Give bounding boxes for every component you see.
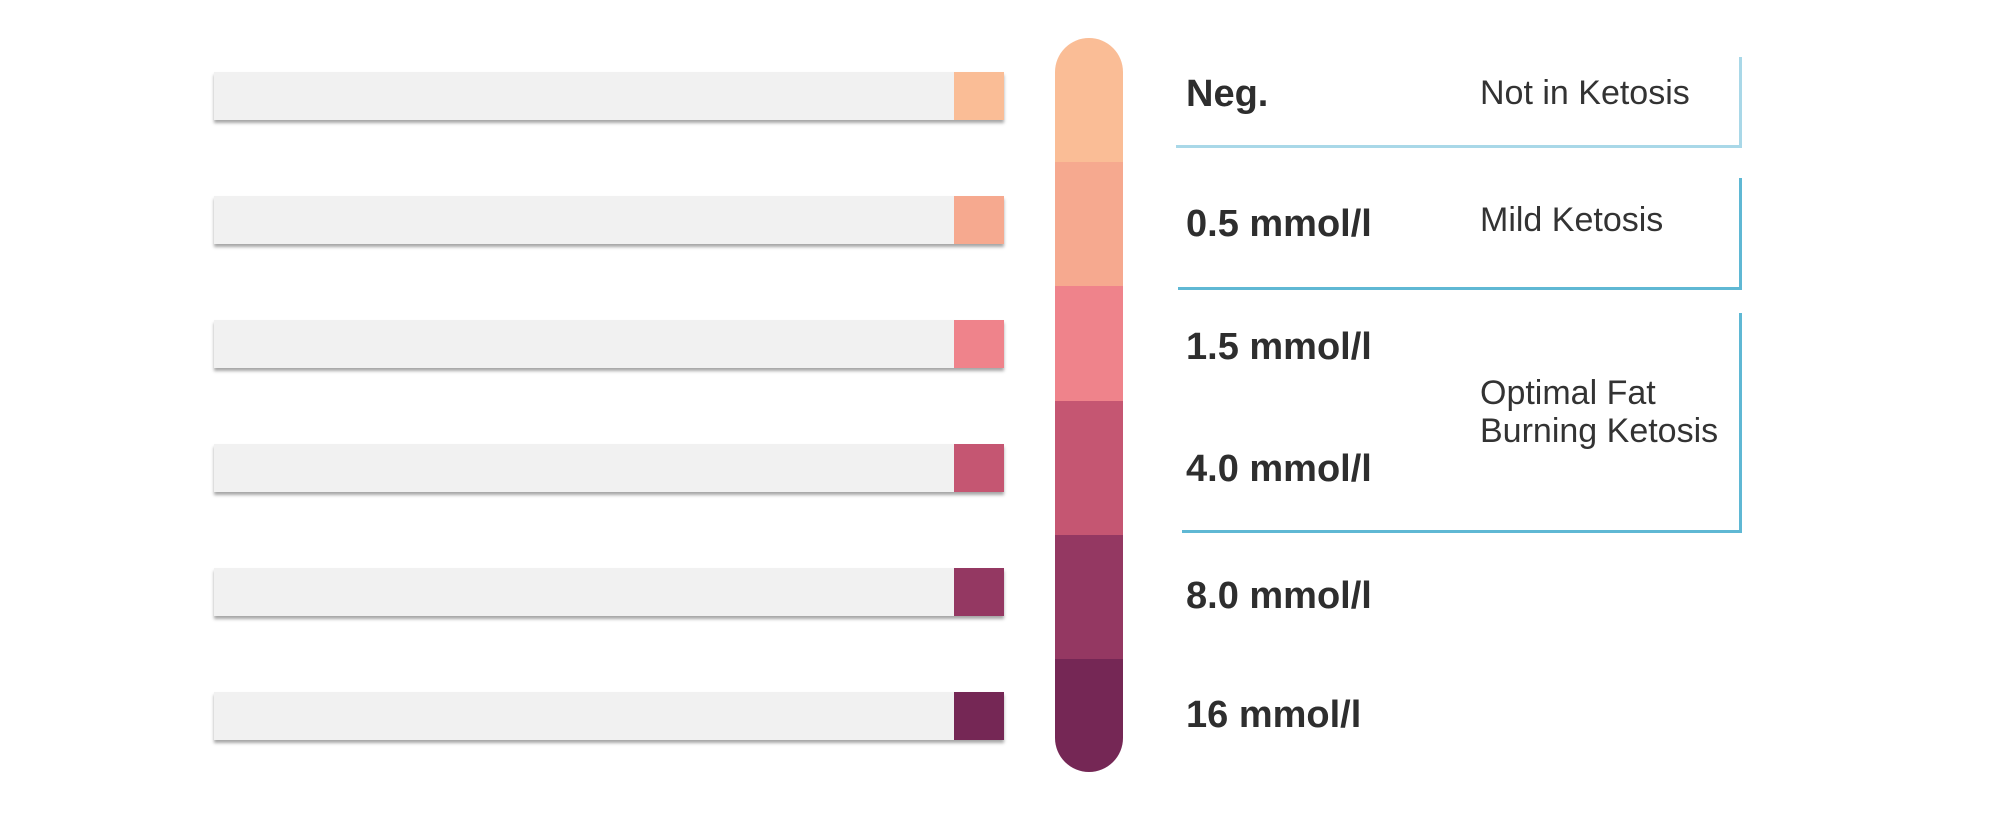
strip-color-pad — [954, 692, 1004, 740]
test-strip-1-5 — [214, 320, 1004, 368]
level-label-0-5: 0.5 mmol/l — [1186, 203, 1372, 245]
scale-segment-1-5 — [1055, 286, 1123, 401]
state-label-mild-ketosis: Mild Ketosis — [1480, 201, 1664, 239]
strip-color-pad — [954, 196, 1004, 244]
scale-segment-16 — [1055, 659, 1123, 772]
state-label-optimal-line2: Burning Ketosis — [1480, 412, 1719, 450]
level-label-16: 16 mmol/l — [1186, 694, 1362, 736]
scale-segment-8-0 — [1055, 535, 1123, 659]
scale-segment-neg — [1055, 38, 1123, 162]
level-label-neg: Neg. — [1186, 73, 1269, 115]
strip-color-pad — [954, 444, 1004, 492]
level-label-1-5: 1.5 mmol/l — [1186, 326, 1372, 368]
test-strip-0-5 — [214, 196, 1004, 244]
strip-color-pad — [954, 320, 1004, 368]
color-scale — [1055, 38, 1123, 772]
bracket-optimal-ketosis — [1182, 313, 1742, 533]
state-label-optimal-line1: Optimal Fat — [1480, 374, 1656, 412]
bracket-mild-ketosis — [1178, 178, 1742, 290]
state-label-not-in-ketosis: Not in Ketosis — [1480, 74, 1690, 112]
scale-segment-4-0 — [1055, 401, 1123, 535]
test-strip-8-0 — [214, 568, 1004, 616]
bracket-not-in-ketosis — [1176, 57, 1742, 148]
level-label-4-0: 4.0 mmol/l — [1186, 448, 1372, 490]
scale-segment-0-5 — [1055, 162, 1123, 286]
test-strip-16 — [214, 692, 1004, 740]
strip-color-pad — [954, 568, 1004, 616]
test-strip-neg — [214, 72, 1004, 120]
test-strip-4-0 — [214, 444, 1004, 492]
strip-color-pad — [954, 72, 1004, 120]
level-label-8-0: 8.0 mmol/l — [1186, 575, 1372, 617]
